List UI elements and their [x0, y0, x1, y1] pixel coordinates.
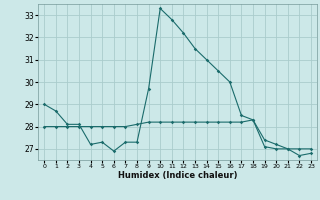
X-axis label: Humidex (Indice chaleur): Humidex (Indice chaleur): [118, 171, 237, 180]
